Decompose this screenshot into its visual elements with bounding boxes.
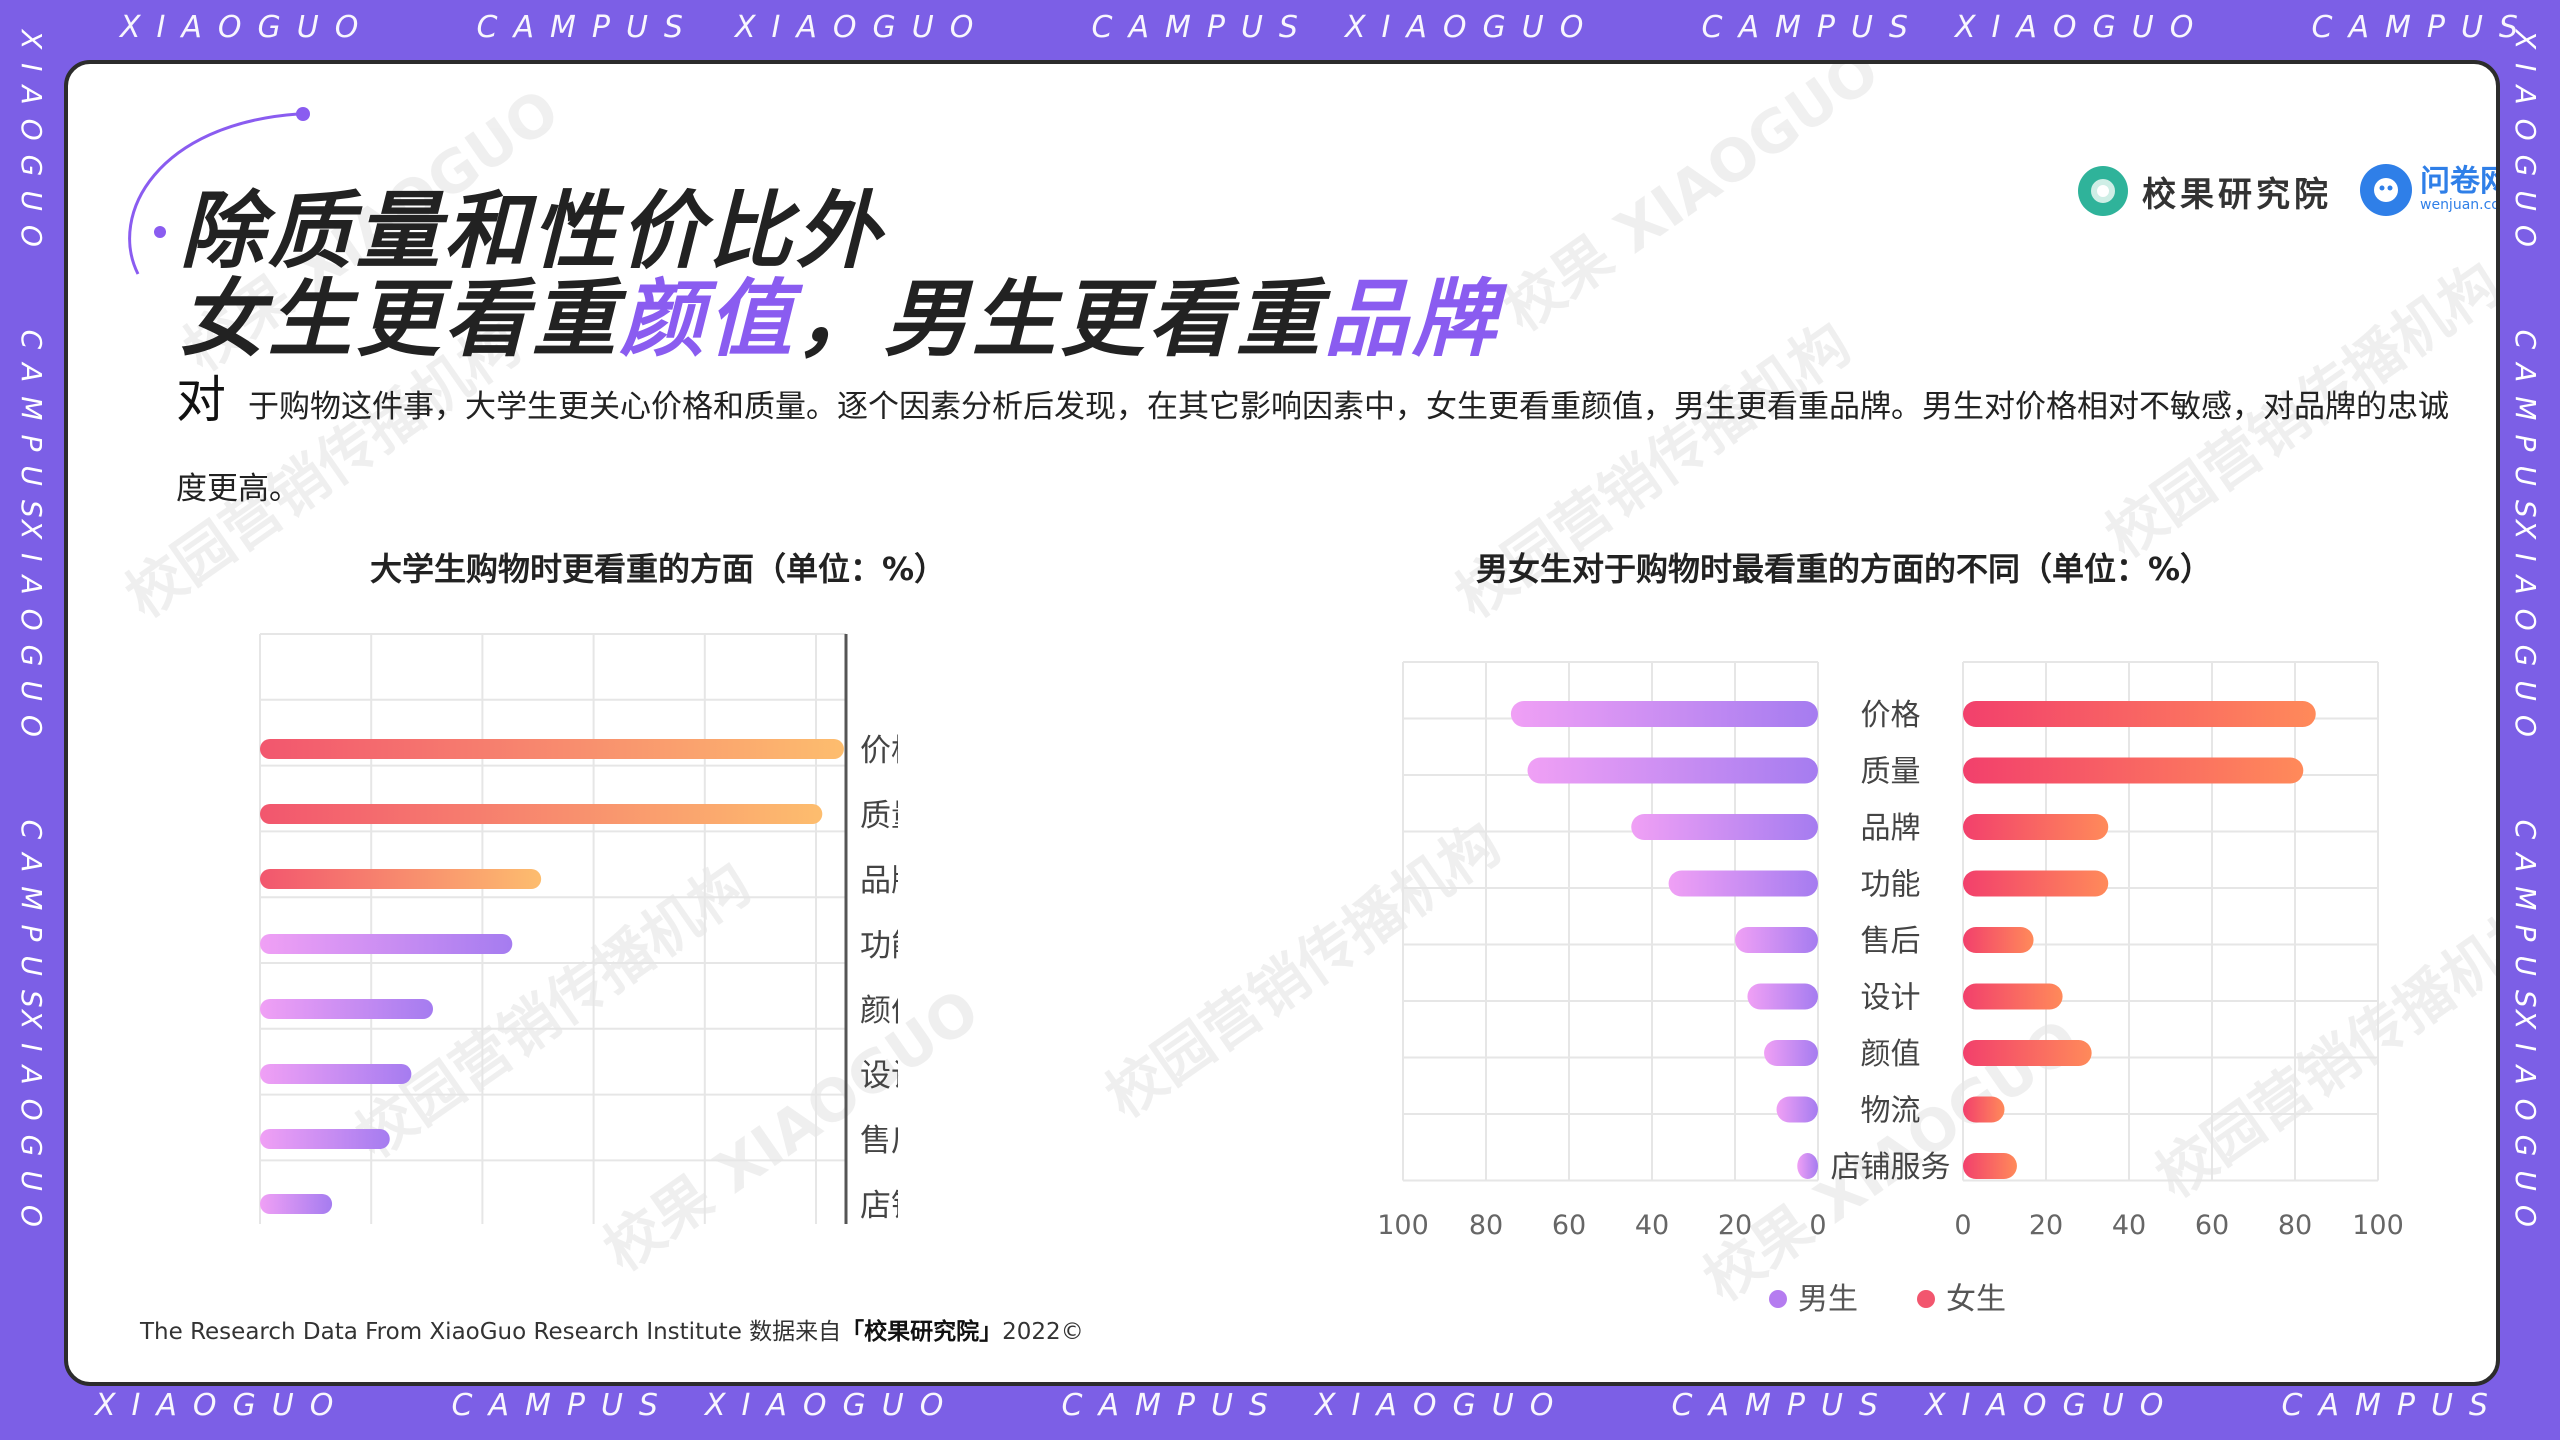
bar bbox=[260, 739, 844, 759]
category-label: 品牌 bbox=[860, 863, 898, 899]
bar-male bbox=[1776, 1096, 1818, 1123]
bar-female bbox=[1963, 983, 2063, 1010]
legend-marker-female bbox=[1917, 1290, 1935, 1308]
tick-label: 100 bbox=[2352, 1210, 2404, 1241]
tick-label: 60 bbox=[2195, 1210, 2229, 1241]
legend-marker-male bbox=[1769, 1290, 1787, 1308]
category-label: 颜值 bbox=[860, 993, 898, 1029]
description-initial: 对 bbox=[176, 371, 226, 429]
bar-female bbox=[1963, 1096, 2005, 1123]
bar-female bbox=[1963, 1153, 2017, 1179]
category-label: 设计 bbox=[1861, 981, 1921, 1016]
category-label: 品牌 bbox=[1861, 811, 1921, 846]
category-label: 功能 bbox=[1861, 868, 1921, 903]
tick-label: 40 bbox=[2112, 1210, 2146, 1241]
chart-right-title: 男女生对于购物时最看重的方面的不同（单位：%） bbox=[1476, 550, 2213, 588]
brand-name: 校果研究院 bbox=[2142, 174, 2332, 215]
bar-male bbox=[1764, 1040, 1818, 1066]
bar-male bbox=[1797, 1153, 1818, 1179]
category-label: 质量 bbox=[1861, 755, 1921, 790]
frame-right-text-3: XIAOGUO bbox=[2509, 1010, 2542, 1241]
frame-bottom-text-3: XIAOGUO CAMPUS bbox=[1315, 1388, 1894, 1423]
title-part: 女生更看重 bbox=[180, 270, 621, 368]
title-highlight: 颜值 bbox=[620, 270, 797, 368]
bar-male bbox=[1631, 814, 1818, 840]
bar bbox=[260, 1064, 412, 1084]
bar-male bbox=[1747, 983, 1818, 1010]
legend-label-male: 男生 bbox=[1798, 1282, 1858, 1317]
tick-label: 80 bbox=[1469, 1210, 1503, 1241]
frame-top-text-4: XIAOGUO CAMPUS bbox=[1955, 10, 2534, 45]
chart-left: 价格质量品牌功能颜值设计售后店铺服务物流 bbox=[259, 633, 898, 1224]
bar-female bbox=[1963, 757, 2304, 784]
category-label: 售后 bbox=[1861, 924, 1921, 959]
frame-right-text-2: XIAOGUO CAMPUS bbox=[2509, 520, 2542, 1022]
content-card: 校果 XIAOGUO 校园营销传播机构 校果 XIAOGUO 校园营销传播机构 … bbox=[64, 60, 2500, 1386]
watermark: 校果 XIAOGUO bbox=[1491, 60, 1892, 345]
bar-female bbox=[1963, 814, 2109, 840]
category-label: 质量 bbox=[860, 798, 898, 834]
frame-bottom-text-4: XIAOGUO CAMPUS bbox=[1925, 1388, 2504, 1423]
frame-right-text-1: XIAOGUO CAMPUS bbox=[2509, 30, 2542, 532]
category-label: 价格 bbox=[1861, 698, 1921, 733]
category-label: 店铺服务 bbox=[1831, 1150, 1951, 1185]
tick-label: 20 bbox=[1718, 1210, 1752, 1241]
category-label: 功能 bbox=[860, 928, 898, 964]
frame-top-text-1: XIAOGUO CAMPUS bbox=[120, 10, 699, 45]
chart-left-title: 大学生购物时更看重的方面（单位：%） bbox=[370, 550, 947, 588]
page-title-line-1: 除质量和性价比外 bbox=[180, 182, 885, 280]
bar-male bbox=[1668, 870, 1818, 897]
description-text: 于购物这件事，大学生更关心价格和质量。逐个因素分析后发现，在其它影响因素中，女生… bbox=[176, 389, 2449, 507]
frame-left-text-2: XIAOGUO CAMPUS bbox=[15, 520, 48, 1022]
bar-male bbox=[1735, 927, 1818, 953]
category-label: 售后 bbox=[860, 1123, 898, 1159]
bar-female bbox=[1963, 927, 2034, 953]
page-title-line-2: 女生更看重颜值，男生更看重品牌 bbox=[180, 252, 1500, 373]
tick-label: 0 bbox=[1954, 1210, 1971, 1241]
frame-left-text-3: XIAOGUO bbox=[15, 1010, 48, 1241]
brand-logo-group: 校果研究院 bbox=[2078, 166, 2332, 216]
tick-label: 80 bbox=[2278, 1210, 2312, 1241]
footer-source: The Research Data From XiaoGuo Research … bbox=[140, 1319, 1084, 1345]
tick-label: 60 bbox=[1552, 1210, 1586, 1241]
bar bbox=[260, 869, 542, 889]
category-label: 店铺服务 bbox=[860, 1188, 898, 1224]
bar-female bbox=[1963, 1040, 2092, 1066]
frame-top-text-2: XIAOGUO CAMPUS bbox=[735, 10, 1314, 45]
bar bbox=[260, 1129, 390, 1149]
bar bbox=[260, 1194, 333, 1214]
category-label: 价格 bbox=[860, 733, 898, 769]
tick-label: 100 bbox=[1377, 1210, 1429, 1241]
title-highlight: 品牌 bbox=[1324, 270, 1501, 368]
wenjuan-name: 问卷网 bbox=[2420, 164, 2496, 199]
frame-bottom-text-1: XIAOGUO CAMPUS bbox=[95, 1388, 674, 1423]
bar bbox=[260, 934, 513, 954]
tick-label: 0 bbox=[1809, 1210, 1826, 1241]
bar bbox=[260, 804, 823, 824]
frame-top-text-3: XIAOGUO CAMPUS bbox=[1345, 10, 1924, 45]
title-part: ，男生更看重 bbox=[796, 270, 1325, 368]
orbit-decoration bbox=[128, 107, 310, 275]
wenjuan-logo-group: 问卷网 wenjuan.com bbox=[2360, 164, 2500, 216]
tick-label: 20 bbox=[2029, 1210, 2063, 1241]
tick-label: 40 bbox=[1635, 1210, 1669, 1241]
bar-female bbox=[1963, 870, 2109, 897]
category-label: 颜值 bbox=[1861, 1037, 1921, 1072]
wenjuan-sub: wenjuan.com bbox=[2420, 197, 2500, 213]
wenjuan-logo-icon bbox=[2360, 164, 2412, 216]
category-label: 物流 bbox=[1861, 1094, 1921, 1129]
xiaoguo-logo-icon bbox=[2078, 166, 2128, 216]
legend-label-female: 女生 bbox=[1946, 1282, 2006, 1317]
bar bbox=[260, 999, 434, 1019]
category-label: 设计 bbox=[860, 1058, 898, 1094]
bar-male bbox=[1510, 701, 1818, 727]
frame-left-text-1: XIAOGUO CAMPUS bbox=[15, 30, 48, 532]
bar-female bbox=[1963, 701, 2316, 727]
frame-bottom-text-2: XIAOGUO CAMPUS bbox=[705, 1388, 1284, 1423]
bar-male bbox=[1527, 757, 1818, 784]
footer-source-name: 「校果研究院」 bbox=[841, 1319, 1003, 1345]
